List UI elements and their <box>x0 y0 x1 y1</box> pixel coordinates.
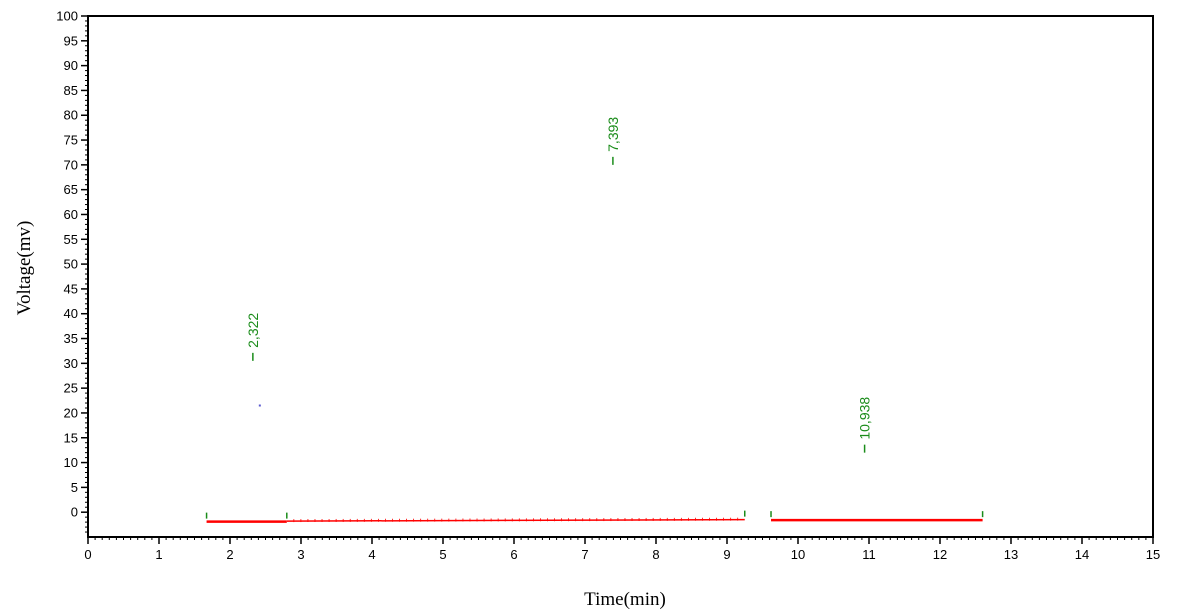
y-tick-label: 100 <box>56 9 78 24</box>
x-tick-label: 0 <box>84 547 91 562</box>
peak-label-text: 7,393 <box>605 117 621 152</box>
plot-area <box>87 15 1154 538</box>
y-tick-label: 75 <box>64 133 78 148</box>
x-tick-label: 7 <box>581 547 588 562</box>
stray-point <box>258 404 261 407</box>
x-tick-label: 14 <box>1075 547 1089 562</box>
x-tick-label: 15 <box>1146 547 1160 562</box>
peak-label-text: 10,938 <box>857 397 873 440</box>
x-tick-label: 3 <box>297 547 304 562</box>
x-tick-label: 12 <box>933 547 947 562</box>
y-axis-title: Voltage(mv) <box>14 221 35 316</box>
y-tick-label: 10 <box>64 455 78 470</box>
y-tick-label: 0 <box>71 505 78 520</box>
stray-points <box>258 404 261 407</box>
y-tick-label: 70 <box>64 157 78 172</box>
x-tick-label: 1 <box>155 547 162 562</box>
x-tick-label: 8 <box>652 547 659 562</box>
x-tick-label: 4 <box>368 547 375 562</box>
peak-label: 2,322 <box>245 313 261 361</box>
integration-baselines <box>206 517 983 523</box>
x-tick-label: 11 <box>862 547 876 562</box>
y-tick-label: 80 <box>64 108 78 123</box>
x-axis-title: Time(min) <box>584 589 666 610</box>
y-tick-label: 25 <box>64 381 78 396</box>
y-tick-label: 35 <box>64 331 78 346</box>
peak-labels: 2,322 7,393 10,938 <box>245 117 873 453</box>
y-tick-label: 30 <box>64 356 78 371</box>
y-tick-label: 5 <box>71 480 78 495</box>
y-tick-label: 55 <box>64 232 78 247</box>
y-tick-label: 60 <box>64 207 78 222</box>
y-axis-ticks: 0 5 10 15 20 25 30 35 40 45 50 55 60 65 70 75 80 85 90 95 10… <box>56 9 88 533</box>
x-tick-label: 13 <box>1004 547 1018 562</box>
y-tick-label: 50 <box>64 257 78 272</box>
x-tick-label: 2 <box>226 547 233 562</box>
y-tick-label: 40 <box>64 306 78 321</box>
peak-label: 10,938 <box>857 397 873 453</box>
y-tick-label: 15 <box>64 430 78 445</box>
x-tick-label: 6 <box>510 547 517 562</box>
x-tick-label: 5 <box>439 547 446 562</box>
peak-label-text: 2,322 <box>245 313 261 348</box>
x-axis-ticks: 0 1 2 3 4 5 6 7 8 9 10 11 12 13 14 15 <box>84 537 1160 562</box>
y-tick-label: 90 <box>64 58 78 73</box>
y-tick-label: 85 <box>64 83 78 98</box>
y-tick-label: 95 <box>64 33 78 48</box>
x-tick-label: 10 <box>791 547 805 562</box>
y-tick-label: 45 <box>64 281 78 296</box>
peak-boundary-markers <box>205 510 984 519</box>
peak-label: 7,393 <box>605 117 621 165</box>
baseline-segment <box>286 518 745 522</box>
x-tick-label: 9 <box>723 547 730 562</box>
y-tick-label: 65 <box>64 182 78 197</box>
y-tick-label: 20 <box>64 405 78 420</box>
